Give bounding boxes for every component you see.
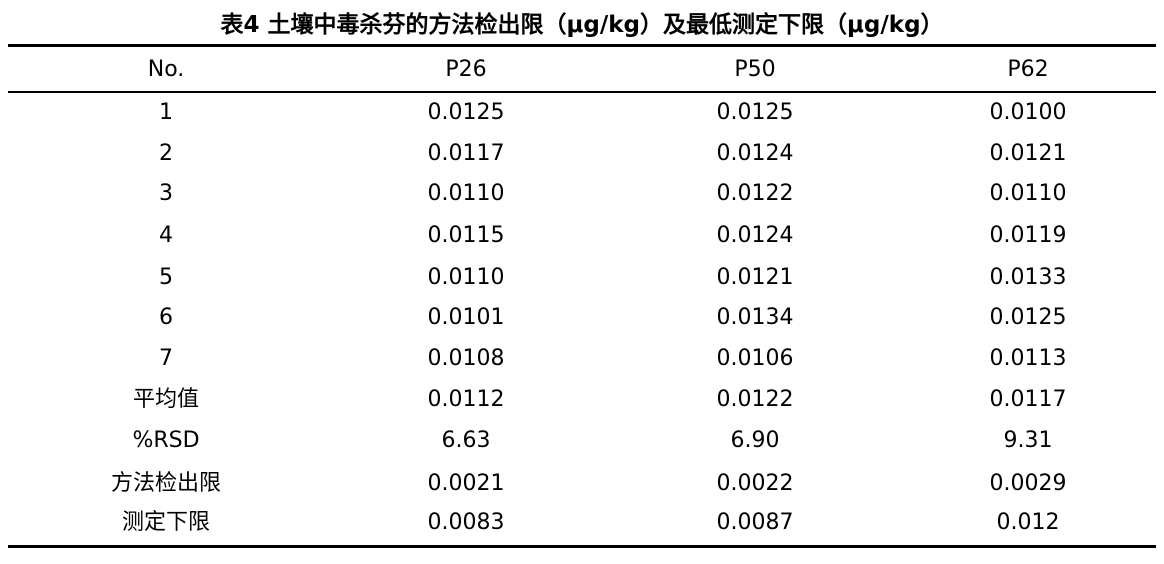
table-cell: 0.0133 <box>989 265 1067 290</box>
table-cell: 0.0022 <box>716 471 794 496</box>
table-cell: 0.0121 <box>989 141 1067 166</box>
table-cell: 0.0087 <box>716 510 794 535</box>
table-cell: 0.0121 <box>716 265 794 290</box>
table-cell: 0.0021 <box>427 471 505 496</box>
header-rule <box>8 91 1156 93</box>
table-cell: 0.0106 <box>716 346 794 371</box>
header-cell: P26 <box>445 57 487 82</box>
table-cell: 0.0110 <box>427 265 505 290</box>
row-label: 方法检出限 <box>110 471 221 496</box>
table-cell: 0.0113 <box>989 346 1067 371</box>
row-label: 6 <box>159 305 173 330</box>
header-cell: P50 <box>734 57 776 82</box>
table-cell: 6.90 <box>730 428 780 453</box>
table-cell: 6.63 <box>441 428 491 453</box>
row-label: 测定下限 <box>121 510 210 535</box>
table-cell: 0.0110 <box>427 181 505 206</box>
table-cell: 0.0125 <box>716 100 794 125</box>
table-cell: 0.0101 <box>427 305 505 330</box>
table-cell: 0.0083 <box>427 510 505 535</box>
row-label: 2 <box>159 141 173 166</box>
top-rule <box>8 44 1156 47</box>
bottom-rule <box>8 545 1156 548</box>
table-cell: 0.0119 <box>989 223 1067 248</box>
header-cell: P62 <box>1007 57 1049 82</box>
table-cell: 0.0112 <box>427 387 505 412</box>
row-label: %RSD <box>132 428 200 453</box>
row-label: 7 <box>159 346 173 371</box>
table-cell: 0.0115 <box>427 223 505 248</box>
table-cell: 0.0125 <box>989 305 1067 330</box>
header-cell: No. <box>147 57 185 82</box>
table-title: 表4 土壤中毒杀芬的方法检出限（μg/kg）及最低测定下限（μg/kg） <box>220 12 944 38</box>
table-cell: 0.0134 <box>716 305 794 330</box>
row-label: 3 <box>159 181 173 206</box>
row-label: 1 <box>159 100 173 125</box>
row-label: 4 <box>159 223 173 248</box>
row-label: 5 <box>159 265 173 290</box>
table-cell: 0.0124 <box>716 141 794 166</box>
table-cell: 0.0029 <box>989 471 1067 496</box>
table-cell: 0.0124 <box>716 223 794 248</box>
table-cell: 0.012 <box>996 510 1060 535</box>
table-cell: 0.0122 <box>716 181 794 206</box>
table-cell: 0.0117 <box>989 387 1067 412</box>
table-cell: 0.0122 <box>716 387 794 412</box>
table-cell: 0.0117 <box>427 141 505 166</box>
table-cell: 9.31 <box>1003 428 1053 453</box>
row-label: 平均值 <box>132 387 199 412</box>
table-cell: 0.0110 <box>989 181 1067 206</box>
table-cell: 0.0100 <box>989 100 1067 125</box>
table-cell: 0.0108 <box>427 346 505 371</box>
table-cell: 0.0125 <box>427 100 505 125</box>
